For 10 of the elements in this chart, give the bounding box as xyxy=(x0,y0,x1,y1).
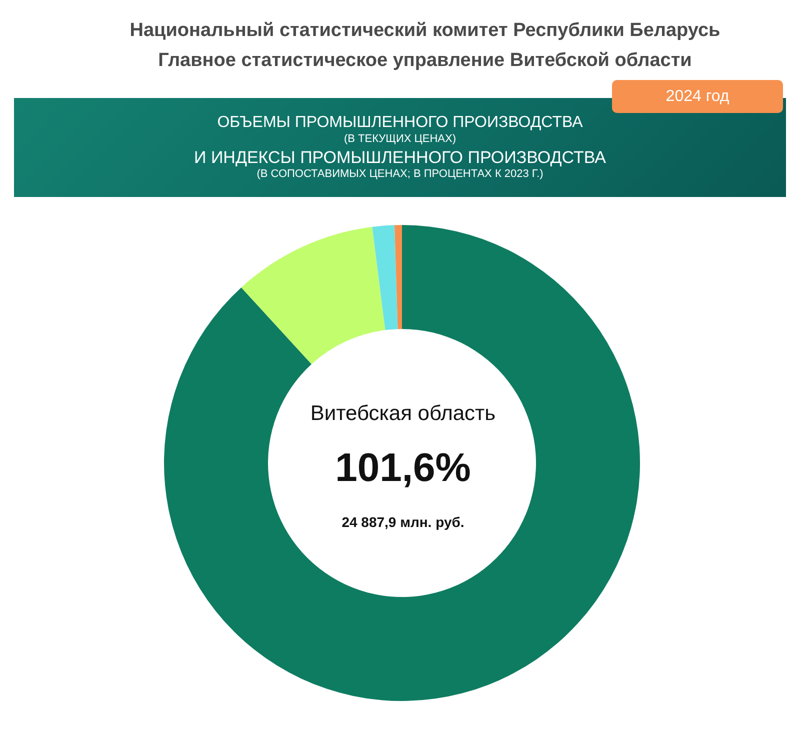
text: ОБЪЕМЫ ПРОМЫШЛЕННОГО ПРОИЗВОДСТВА xyxy=(217,114,583,133)
chart-title: Национальный статистический комитет Республики Беларусь xyxy=(128,20,722,42)
text: 2024 год xyxy=(612,80,783,113)
text: 24 887,9 млн. руб. xyxy=(340,514,466,530)
text: (В ТЕКУЩИХ ЦЕНАХ) xyxy=(344,132,456,146)
chart-subtitle: Главное статистическое управление Витебской области xyxy=(157,50,693,72)
text: (В СОПОСТАВИМЫХ ЦЕНАХ; В ПРОЦЕНТАХ К 2023 Г.) xyxy=(256,168,544,181)
text: 101,6% xyxy=(334,446,472,491)
text: И ИНДЕКСЫ ПРОМЫШЛЕННОГО ПРОИЗВОДСТВА xyxy=(194,148,606,168)
text: Витебская область xyxy=(309,402,497,426)
